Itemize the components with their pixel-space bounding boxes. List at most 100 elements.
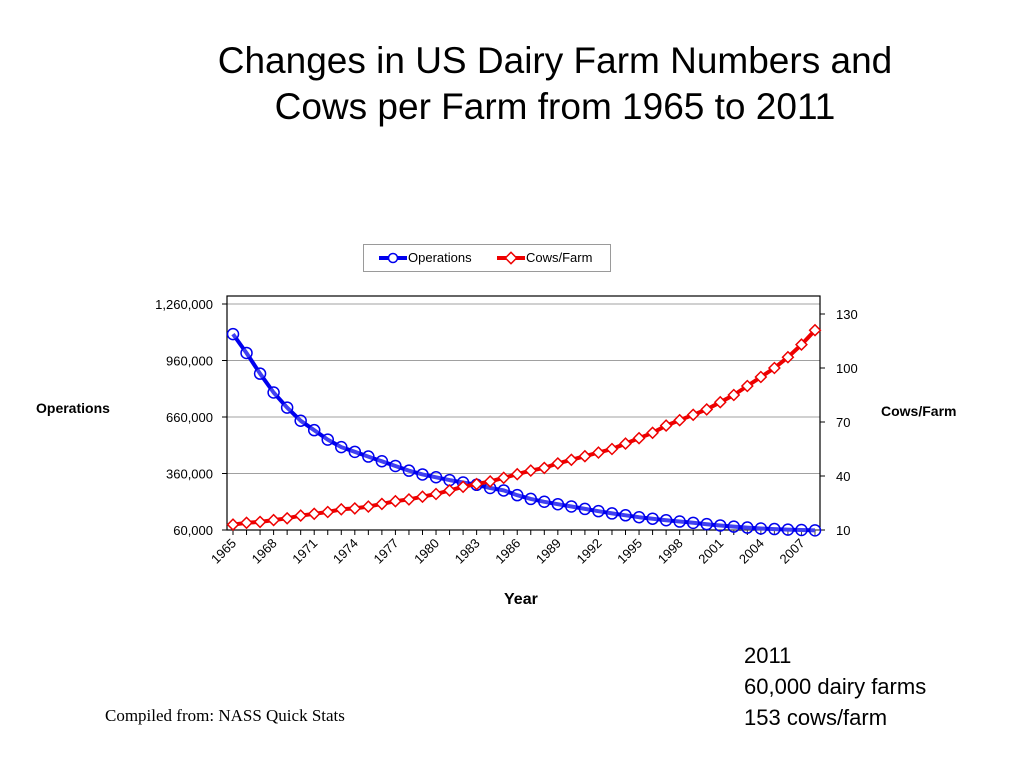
data-point-operations xyxy=(673,515,686,528)
x-tick-label: 2001 xyxy=(695,536,726,567)
data-point-operations xyxy=(727,520,741,533)
x-tick-label: 1989 xyxy=(533,536,564,567)
data-point-cows-per-farm xyxy=(632,431,646,445)
left-tick-label: 1,260,000 xyxy=(155,297,213,312)
x-axis-title: Year xyxy=(504,591,538,608)
x-tick-label: 1998 xyxy=(655,536,686,567)
legend-label-operations: Operations xyxy=(408,250,472,265)
data-point-operations xyxy=(741,521,754,534)
right-tick-label: 130 xyxy=(836,307,858,322)
data-point-operations xyxy=(538,495,551,508)
data-point-operations xyxy=(754,522,768,535)
data-point-cows-per-farm xyxy=(795,338,808,352)
series-line-operations xyxy=(231,332,816,533)
data-point-cows-per-farm xyxy=(307,507,321,521)
data-point-cows-per-farm xyxy=(727,388,741,402)
data-point-operations xyxy=(768,522,781,536)
x-tick-label: 1965 xyxy=(208,536,239,567)
data-point-cows-per-farm xyxy=(388,494,402,508)
data-point-operations xyxy=(321,433,334,446)
x-tick-label: 1971 xyxy=(289,536,320,567)
data-point-cows-per-farm xyxy=(605,442,619,456)
data-point-operations xyxy=(781,523,795,536)
right-axis-title: Cows/Farm xyxy=(881,403,957,419)
data-point-cows-per-farm xyxy=(361,500,375,514)
x-tick-label: 1983 xyxy=(452,536,483,567)
legend-swatch-cows-per-farm xyxy=(497,251,525,265)
data-point-cows-per-farm xyxy=(646,426,660,440)
data-point-operations xyxy=(497,484,510,497)
data-point-operations xyxy=(280,401,294,414)
right-tick-label: 40 xyxy=(836,469,850,484)
data-point-operations xyxy=(389,459,402,473)
data-point-cows-per-farm xyxy=(551,456,565,470)
data-point-operations xyxy=(632,510,646,524)
data-point-cows-per-farm xyxy=(375,497,389,511)
data-point-cows-per-farm xyxy=(686,408,700,422)
x-tick-label: 1986 xyxy=(492,536,523,567)
data-point-cows-per-farm xyxy=(280,511,294,525)
data-point-cows-per-farm xyxy=(659,419,673,433)
data-point-cows-per-farm xyxy=(619,437,632,451)
data-point-operations xyxy=(646,512,659,525)
data-point-operations xyxy=(524,492,538,506)
data-point-operations xyxy=(429,471,443,484)
data-point-operations xyxy=(659,513,673,527)
data-point-operations xyxy=(578,502,592,516)
data-point-operations xyxy=(294,414,307,428)
data-point-operations xyxy=(795,523,808,537)
summary-note: 2011 60,000 dairy farms 153 cows/farm xyxy=(744,640,926,733)
x-tick-label: 1980 xyxy=(411,536,442,567)
right-tick-label: 100 xyxy=(836,361,858,376)
data-point-operations xyxy=(443,473,456,487)
data-point-operations xyxy=(362,450,375,463)
data-point-cows-per-farm xyxy=(334,502,348,516)
data-point-cows-per-farm xyxy=(253,515,267,529)
data-point-operations xyxy=(592,504,605,518)
data-point-operations xyxy=(714,519,727,532)
data-point-cows-per-farm xyxy=(294,509,308,523)
data-point-cows-per-farm xyxy=(740,379,754,393)
data-point-cows-per-farm xyxy=(537,461,551,475)
summary-cows: 153 cows/farm xyxy=(744,705,888,730)
x-tick-label: 1974 xyxy=(330,536,361,567)
data-point-operations xyxy=(240,346,253,360)
data-point-cows-per-farm xyxy=(510,467,524,481)
left-axis-title: Operations xyxy=(36,400,110,416)
data-point-operations xyxy=(226,327,240,341)
x-tick-label: 1992 xyxy=(574,536,605,567)
data-point-cows-per-farm xyxy=(226,518,240,532)
source-note: Compiled from: NASS Quick Stats xyxy=(105,706,345,725)
data-point-cows-per-farm xyxy=(700,402,714,416)
data-point-operations xyxy=(686,516,700,530)
data-point-cows-per-farm xyxy=(578,449,592,463)
data-point-operations xyxy=(348,445,362,459)
data-point-cows-per-farm xyxy=(524,464,538,478)
x-tick-label: 1995 xyxy=(614,536,645,567)
legend-swatch-operations xyxy=(379,252,407,264)
data-point-operations xyxy=(619,509,632,522)
data-point-operations xyxy=(402,464,416,477)
left-tick-label: 660,000 xyxy=(166,410,213,425)
data-point-cows-per-farm xyxy=(240,516,253,530)
data-point-operations xyxy=(551,497,565,511)
data-point-cows-per-farm xyxy=(416,490,429,504)
left-tick-label: 360,000 xyxy=(166,467,213,482)
data-point-operations xyxy=(416,468,429,481)
summary-year: 2011 xyxy=(744,643,792,668)
data-point-operations xyxy=(605,507,619,520)
data-point-cows-per-farm xyxy=(267,513,281,527)
left-tick-label: 960,000 xyxy=(166,354,213,369)
chart-title-line-1: Changes in US Dairy Farm Numbers and xyxy=(217,40,893,81)
data-point-cows-per-farm xyxy=(348,501,362,515)
data-point-cows-per-farm xyxy=(429,487,443,501)
data-point-cows-per-farm xyxy=(443,483,456,497)
data-point-cows-per-farm xyxy=(808,323,822,337)
data-point-operations xyxy=(267,386,280,399)
data-point-cows-per-farm xyxy=(592,446,605,460)
data-point-operations xyxy=(565,500,578,513)
chart-title: Changes in US Dairy Farm Numbers and Cow… xyxy=(100,38,1010,130)
data-point-cows-per-farm xyxy=(470,477,484,491)
data-point-operations xyxy=(307,423,321,437)
